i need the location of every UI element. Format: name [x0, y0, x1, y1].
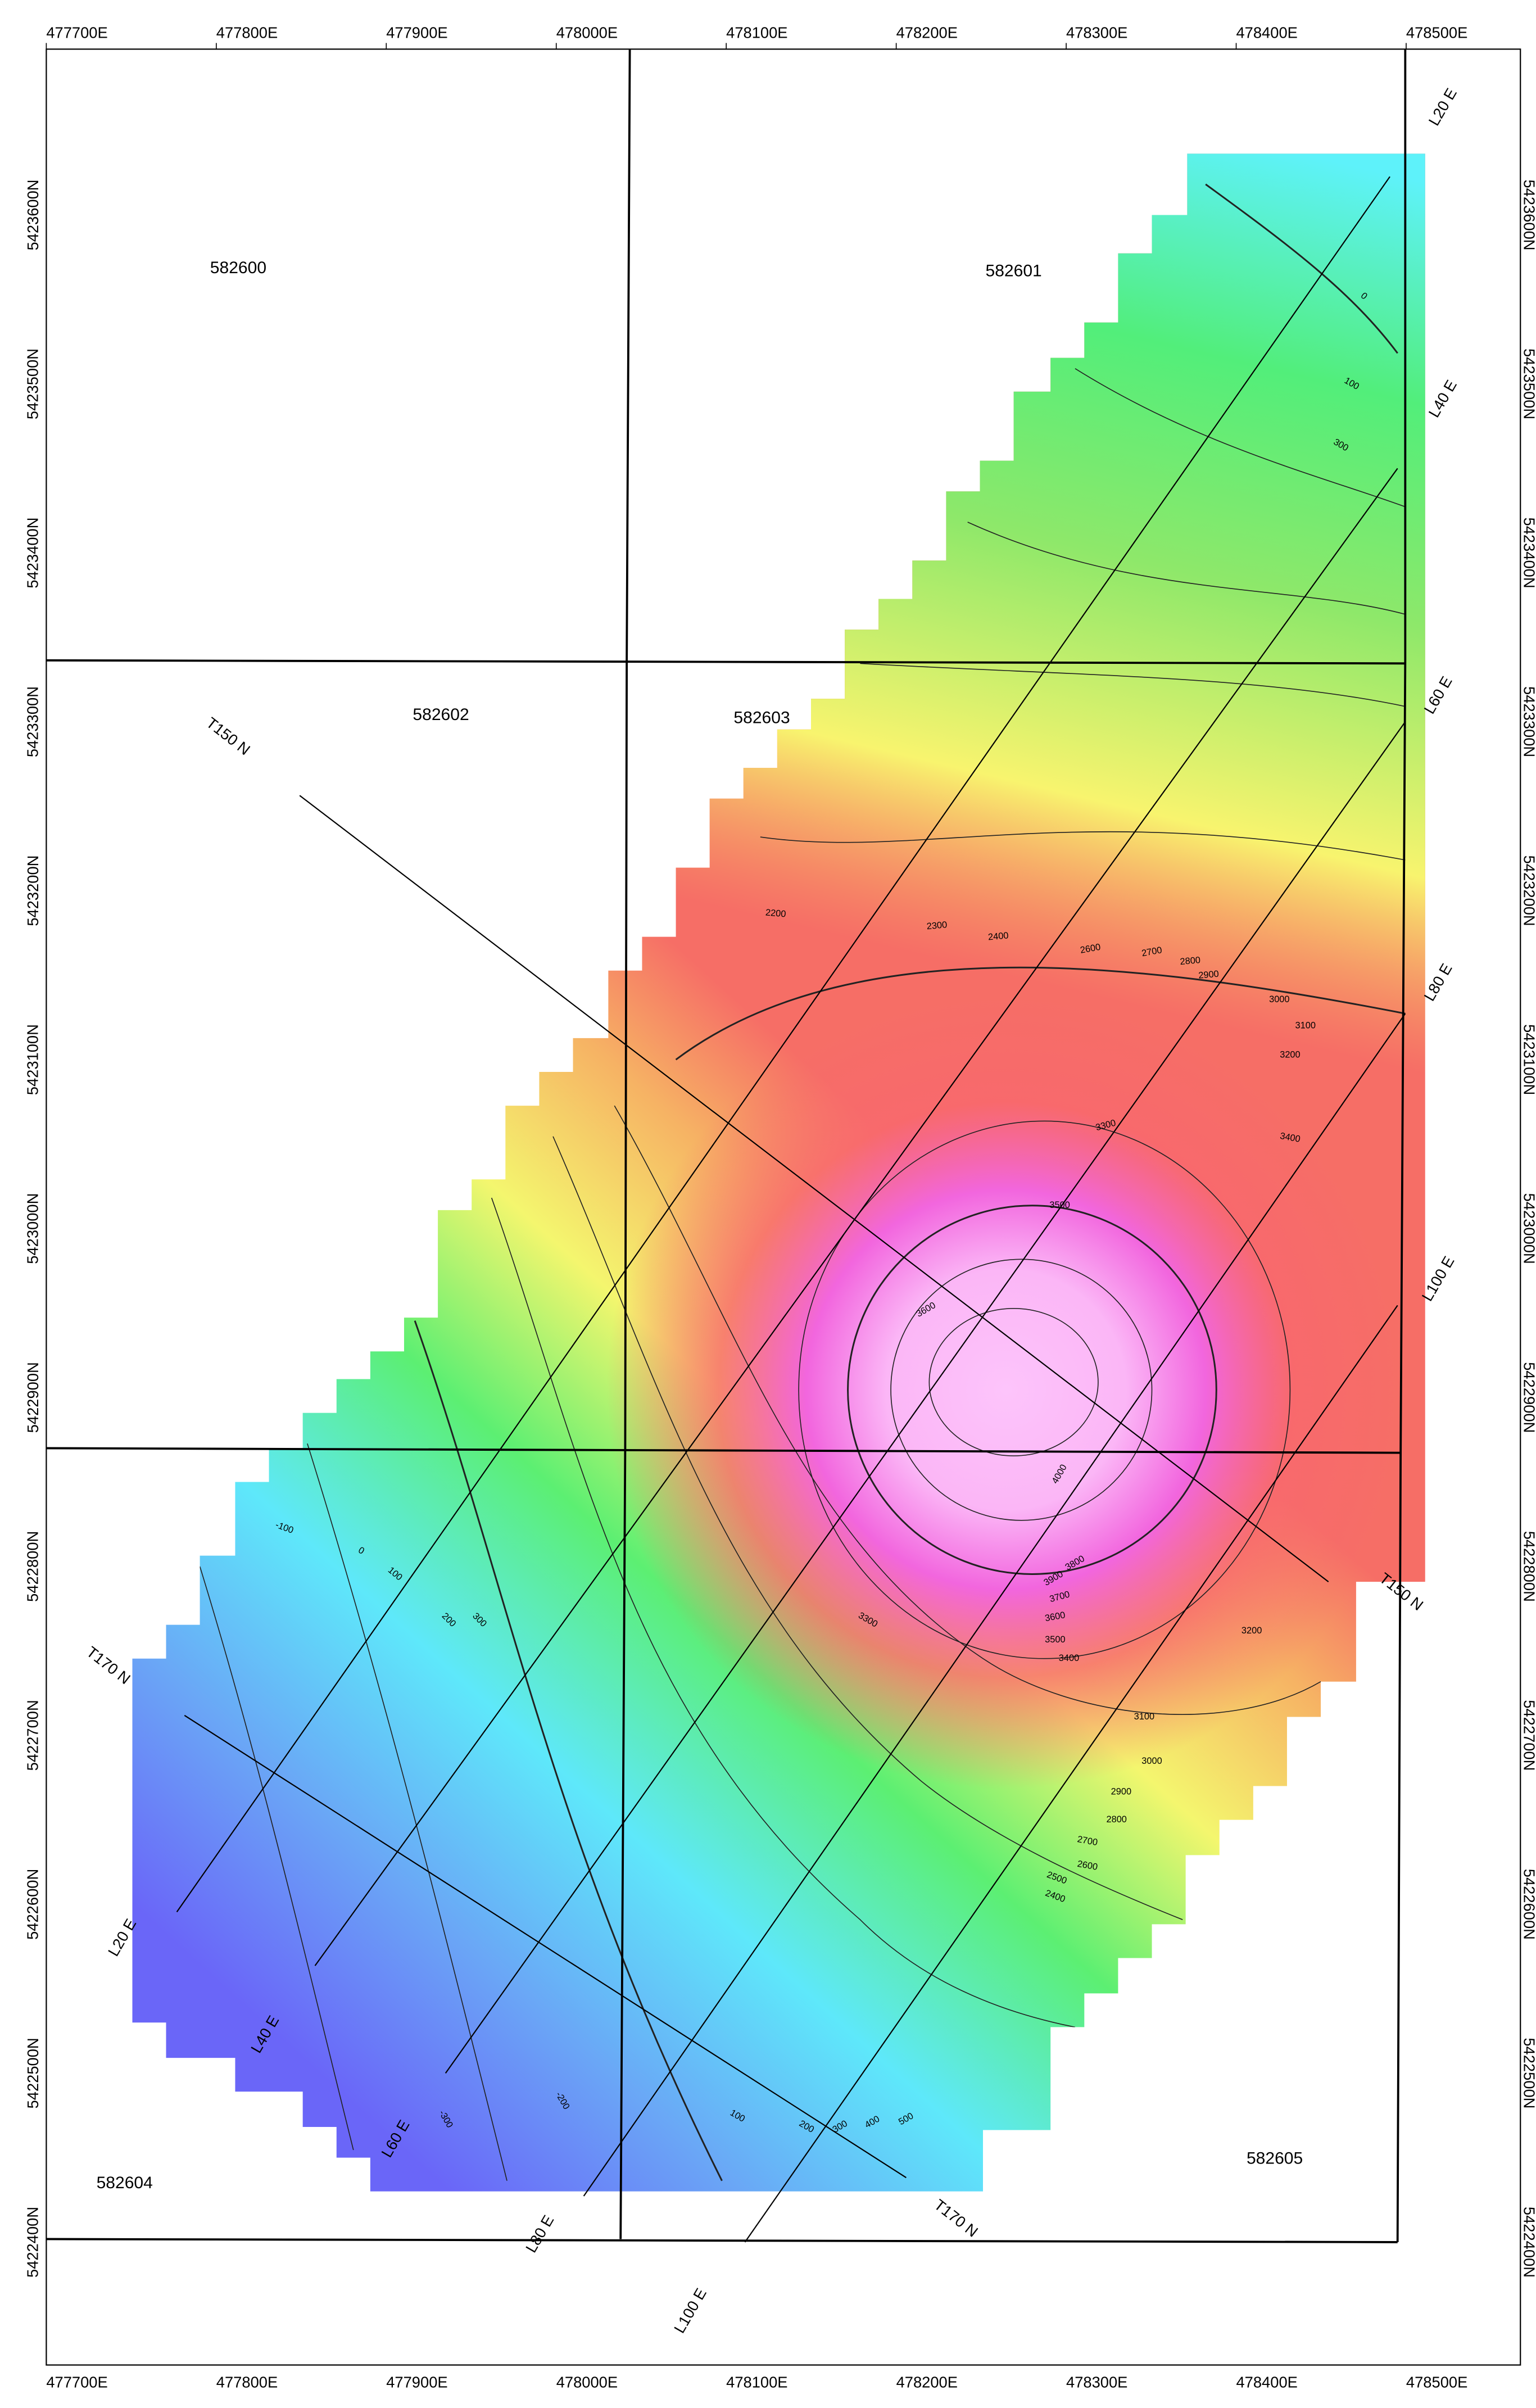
x-tick-label: 478200E	[896, 24, 958, 41]
y-tick-label: 5423400N	[24, 518, 42, 589]
y-tick-label: 5422600N	[24, 1869, 42, 1940]
x-tick-label: 478400E	[1236, 2374, 1297, 2391]
y-tick-label: 5423500N	[24, 348, 42, 419]
y-tick-label: 5422700N	[24, 1700, 42, 1771]
y-tick-label: 5423200N	[1521, 856, 1536, 926]
line-label: L40 E	[1425, 377, 1460, 420]
contour-label: 3500	[1049, 1200, 1070, 1210]
contour-label: 3200	[1242, 1626, 1262, 1636]
contour-label: 2900	[1111, 1787, 1131, 1797]
contour-label: 2400	[987, 930, 1009, 942]
x-tick-label: 478300E	[1066, 2374, 1127, 2391]
contour-label: 3100	[1134, 1712, 1154, 1722]
y-tick-label: 5423000N	[1521, 1193, 1536, 1264]
y-tick-label: 5422900N	[24, 1362, 42, 1433]
y-tick-label: 5423600N	[1521, 179, 1536, 250]
contour-label: 3100	[1295, 1020, 1316, 1030]
x-tick-label: 478500E	[1406, 24, 1467, 41]
y-tick-label: 5423100N	[1521, 1024, 1536, 1095]
y-tick-label: 5423400N	[1521, 518, 1536, 589]
claim-label: 582604	[97, 2174, 153, 2192]
y-tick-label: 5422500N	[24, 2038, 42, 2108]
x-tick-label: 478400E	[1236, 24, 1297, 41]
claim-label: 582605	[1247, 2149, 1303, 2167]
claim-boundaries	[46, 49, 1407, 2243]
x-tick-label: 478100E	[726, 24, 787, 41]
contours	[199, 183, 1406, 2181]
y-tick-label: 5423300N	[24, 686, 42, 757]
y-tick-label: 5422700N	[1521, 1700, 1536, 1771]
claim-label: 582600	[210, 259, 266, 277]
x-tick-label: 477800E	[216, 2374, 278, 2391]
x-tick-label: 478100E	[726, 2374, 787, 2391]
contour-label: 3000	[1141, 1756, 1162, 1766]
survey-lines	[176, 176, 1406, 2243]
y-tick-label: 5422800N	[24, 1531, 42, 1602]
x-tick-label: 478300E	[1066, 24, 1127, 41]
contour-label: 3400	[1059, 1653, 1079, 1663]
x-tick-label: 478200E	[896, 2374, 958, 2391]
traverse-label: T170 N	[83, 1643, 134, 1688]
contour-label: 2800	[1106, 1814, 1126, 1825]
traverse-label: T150 N	[203, 714, 253, 759]
y-tick-label: 5423000N	[24, 1193, 42, 1264]
x-tick-label: 477700E	[46, 2374, 107, 2391]
map-frame	[46, 48, 1521, 2366]
claim-label: 582603	[733, 709, 790, 727]
contour-label: 2300	[926, 920, 948, 931]
y-tick-label: 5422400N	[1521, 2207, 1536, 2278]
y-tick-label: 5422600N	[1521, 1869, 1536, 1940]
x-tick-label: 477700E	[46, 24, 107, 41]
y-tick-label: 5423500N	[1521, 348, 1536, 419]
y-tick-label: 5422500N	[1521, 2038, 1536, 2108]
x-tick-label: 477900E	[386, 24, 447, 41]
x-tick-label: 477900E	[386, 2374, 447, 2391]
claim-label: 582602	[413, 705, 469, 724]
y-tick-label: 5423200N	[24, 856, 42, 926]
contour-label: 2800	[1180, 955, 1201, 967]
line-label: L60 E	[1420, 673, 1456, 717]
y-tick-label: 5422800N	[1521, 1531, 1536, 1602]
x-tick-label: 478000E	[556, 24, 618, 41]
y-tick-label: 5423300N	[1521, 686, 1536, 757]
y-tick-label: 5423600N	[24, 179, 42, 250]
y-tick-label: 5423100N	[24, 1024, 42, 1095]
line-label: L100 E	[670, 2285, 710, 2335]
y-tick-label: 5422400N	[24, 2207, 42, 2278]
contour-label: 3500	[1045, 1635, 1065, 1645]
contour-label: 3000	[1269, 994, 1289, 1004]
line-label: L80 E	[1420, 961, 1456, 1004]
contour-label: 2200	[765, 907, 786, 919]
contour-label: 3200	[1280, 1049, 1300, 1060]
traverse-label: T170 N	[931, 2196, 981, 2240]
claim-label: 582601	[986, 262, 1042, 280]
x-tick-label: 478000E	[556, 2374, 618, 2391]
y-tick-label: 5422900N	[1521, 1362, 1536, 1433]
x-tick-label: 477800E	[216, 24, 278, 41]
line-label: L20 E	[1425, 85, 1460, 128]
line-label: L80 E	[522, 2212, 558, 2255]
x-tick-label: 478500E	[1406, 2374, 1467, 2391]
contour-label: 2900	[1198, 969, 1220, 981]
